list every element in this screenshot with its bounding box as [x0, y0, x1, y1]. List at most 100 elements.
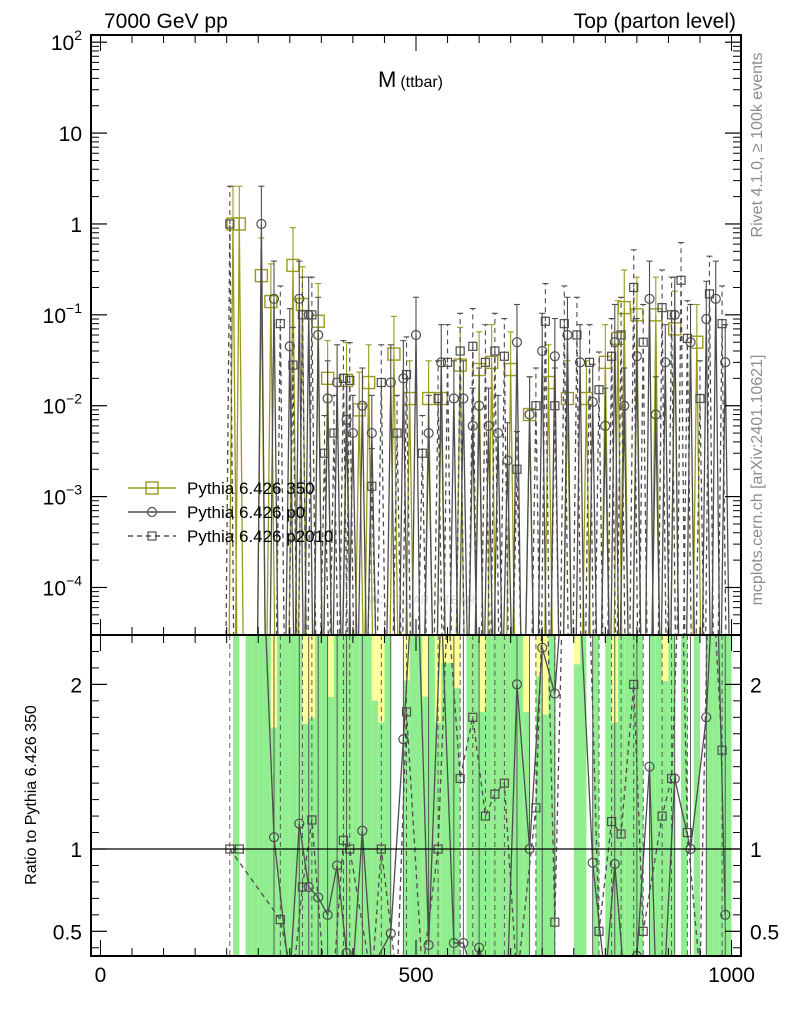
ratio-band-green — [472, 635, 480, 956]
ratio-band-green — [321, 635, 328, 956]
chart-title-main: M — [378, 67, 396, 92]
ratio-band-green — [302, 723, 309, 956]
ratio-band-green — [365, 635, 372, 956]
legend-entry: Pythia 6.426 350 — [128, 479, 315, 498]
ratio-point — [594, 926, 604, 936]
data-point — [531, 401, 541, 411]
legend-marker — [146, 506, 158, 518]
ratio-point — [550, 917, 560, 927]
ratio-point — [657, 811, 667, 821]
data-point — [288, 360, 298, 370]
data-point — [467, 420, 478, 431]
data-point — [345, 375, 355, 385]
data-point — [594, 385, 604, 395]
data-point — [524, 409, 535, 420]
data-point — [410, 329, 422, 341]
ratio-band-green — [624, 635, 631, 956]
ratio-band-green — [630, 635, 637, 956]
y-tick-label: 10−1 — [43, 300, 83, 328]
ratio-tick-label-left: 1 — [70, 839, 82, 862]
data-point — [284, 341, 295, 352]
ratio-band-green — [655, 635, 663, 956]
ratio-band-green — [617, 635, 625, 956]
data-point — [574, 357, 586, 368]
ratio-band-green — [453, 688, 461, 956]
ratio-band-green — [277, 635, 284, 956]
data-point — [562, 329, 573, 341]
data-point — [549, 351, 560, 362]
ratio-point — [322, 909, 333, 920]
ratio-band-green — [352, 635, 360, 956]
data-point — [720, 357, 731, 368]
data-point — [275, 319, 285, 329]
ratio-point — [644, 761, 655, 772]
ratio-point — [511, 679, 523, 690]
ratio-band-green — [264, 635, 271, 956]
data-point — [629, 282, 639, 293]
data-point — [666, 310, 677, 320]
ratio-band-green — [523, 712, 530, 956]
legend-label: Pythia 6.426 p2010 — [187, 527, 334, 546]
ratio-point — [268, 832, 280, 843]
ratio-point — [682, 827, 692, 838]
ratio-point — [357, 825, 368, 836]
ratio-point — [332, 860, 343, 871]
ratio-tick-label-right: 0.5 — [750, 921, 779, 944]
top-series-group — [225, 185, 731, 636]
ratio-point — [297, 882, 308, 892]
data-point — [442, 357, 453, 367]
ratio-band-green — [346, 635, 353, 956]
ratio-band-green — [706, 635, 713, 956]
ratio-band-green — [636, 635, 644, 956]
data-point — [644, 293, 655, 304]
data-point — [341, 414, 352, 425]
ratio-band-green — [428, 635, 435, 956]
data-point — [474, 400, 485, 411]
ratio-band-green — [251, 635, 259, 956]
ratio-band-green — [681, 635, 688, 956]
data-point — [468, 341, 478, 351]
legend-marker — [147, 531, 157, 541]
ratio-point — [455, 773, 465, 784]
ratio-band-green — [668, 635, 675, 956]
data-point — [294, 293, 305, 304]
ratio-point — [531, 803, 541, 813]
data-point — [550, 401, 560, 411]
ratio-band-green — [516, 635, 524, 956]
ratio-band-green — [340, 635, 347, 956]
ratio-point — [717, 745, 727, 755]
ratio-point — [398, 734, 409, 745]
data-point — [313, 329, 324, 341]
data-point — [423, 427, 434, 439]
data-point — [704, 289, 715, 299]
ratio-point — [468, 712, 478, 722]
legend-label: Pythia 6.426 350 — [187, 479, 315, 498]
ratio-band-green — [725, 635, 732, 956]
ratio-point — [607, 816, 617, 827]
ratio-tick-label-left: 0.5 — [53, 921, 82, 944]
data-point — [717, 319, 727, 329]
ratio-band-green — [649, 635, 656, 956]
data-point — [436, 357, 447, 368]
ratio-point — [666, 773, 677, 784]
ratio-point — [423, 939, 434, 951]
data-point — [401, 369, 412, 380]
ratio-point — [701, 712, 712, 723]
data-point — [366, 427, 377, 439]
data-point — [540, 316, 550, 326]
ratio-band-green — [580, 635, 587, 956]
header-right: Top (parton level) — [574, 10, 736, 33]
ratio-band-green — [542, 714, 549, 956]
ratio-point — [490, 789, 500, 799]
data-point — [329, 428, 339, 438]
ratio-point — [499, 778, 509, 788]
ratio-point — [275, 914, 285, 925]
data-point — [480, 357, 491, 367]
data-point — [307, 310, 317, 320]
y-tick-label: 1 — [70, 214, 82, 237]
ratio-tick-label-right: 1 — [750, 839, 762, 862]
data-point — [609, 337, 620, 348]
watermark: MC_TTBAR_TTBAR — [365, 593, 476, 607]
data-point — [387, 347, 401, 361]
